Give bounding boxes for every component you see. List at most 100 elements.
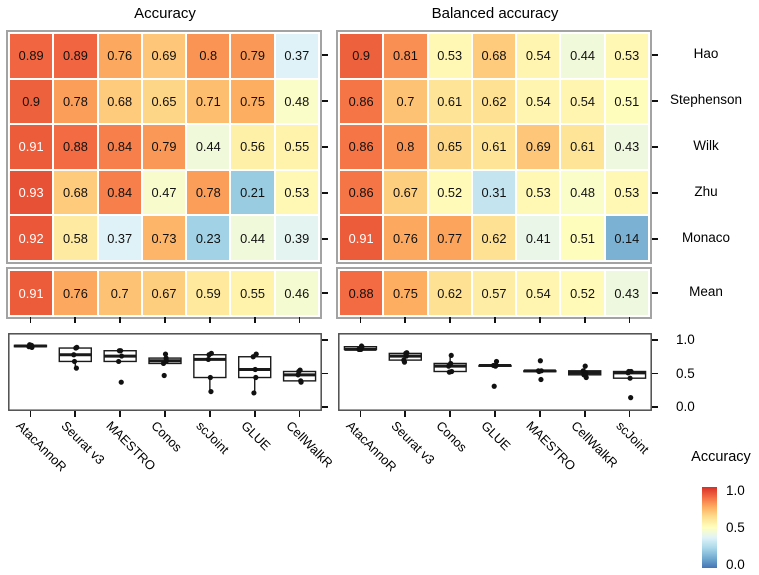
- y-axis-tick-label: 0.0: [676, 399, 695, 414]
- panel-title-accuracy: Accuracy: [134, 5, 196, 22]
- data-point: [116, 348, 122, 354]
- data-point: [358, 343, 365, 349]
- axis-tick: [298, 411, 301, 417]
- heatmap-cell: 0.54: [517, 34, 560, 78]
- heatmap-cell: 0.86: [340, 125, 383, 169]
- axis-tick: [29, 411, 32, 417]
- data-point: [446, 369, 452, 375]
- axis-tick: [539, 317, 541, 323]
- heatmap-cell: 0.86: [340, 79, 383, 124]
- dataset-label: Hao: [693, 46, 719, 61]
- heatmap-cell: 0.53: [517, 170, 560, 215]
- method-label: GLUE: [238, 418, 274, 454]
- heatmap-cell: 0.76: [98, 34, 141, 78]
- heatmap-cell: 0.48: [561, 170, 604, 215]
- axis-tick: [583, 411, 586, 417]
- heatmap-cell: 0.75: [231, 79, 274, 124]
- data-point: [253, 374, 259, 381]
- data-point: [537, 358, 543, 364]
- data-point: [448, 360, 454, 367]
- axis-tick: [74, 317, 77, 323]
- axis-tick: [322, 54, 328, 56]
- axis-tick: [322, 339, 328, 341]
- dataset-label: Monaco: [681, 230, 731, 245]
- heatmap-cell: 0.69: [142, 34, 186, 78]
- axis-tick: [119, 317, 121, 323]
- axis-tick: [583, 317, 586, 323]
- axis-tick: [164, 411, 166, 417]
- heatmap-cell: 0.14: [605, 216, 648, 260]
- heatmap-cell: 0.91: [10, 125, 53, 169]
- axis-tick: [209, 317, 211, 323]
- heatmap-cell: 0.86: [340, 170, 383, 215]
- axis-tick: [74, 411, 77, 417]
- data-point: [491, 383, 497, 389]
- legend-colorbar: [702, 487, 717, 568]
- data-point: [73, 345, 79, 351]
- axis-tick: [628, 411, 631, 417]
- axis-tick: [253, 411, 256, 417]
- heatmap-cell: 0.57: [472, 271, 516, 315]
- boxplot-frame: [338, 333, 652, 411]
- heatmap-right: 0.9 0.81 0.53 0.68 0.54 0.44 0.53 0.86 0.7 0.61 0.…: [336, 30, 652, 264]
- data-point: [250, 354, 256, 360]
- heatmap-cell: 0.55: [275, 125, 318, 169]
- heatmap-cell: 0.56: [231, 125, 274, 169]
- legend-tick-label: 0.5: [726, 519, 745, 535]
- heatmap-cell: 0.39: [275, 216, 318, 260]
- heatmap-cell: 0.53: [428, 34, 471, 78]
- heatmap-cell: 0.8: [384, 125, 427, 169]
- heatmap-cell: 0.43: [605, 271, 648, 315]
- heatmap-cell: 0.58: [54, 216, 97, 260]
- axis-tick: [539, 411, 541, 417]
- heatmap-cell: 0.44: [231, 216, 274, 260]
- boxplot-right: [338, 333, 652, 411]
- data-point: [205, 356, 211, 363]
- method-label: scJoint: [612, 418, 652, 457]
- heatmap-cell: 0.55: [231, 271, 274, 315]
- axis-tick: [494, 317, 496, 323]
- data-point: [583, 370, 589, 376]
- data-point: [28, 342, 35, 348]
- legend-tick-label: 0.0: [726, 556, 745, 572]
- data-point: [403, 353, 409, 359]
- method-label: Conos: [148, 418, 186, 455]
- heatmap-cell: 0.61: [561, 125, 604, 169]
- axis-tick: [652, 54, 658, 56]
- data-point: [73, 365, 79, 371]
- heatmap-cell: 0.46: [275, 271, 318, 315]
- heatmap-cell: 0.9: [340, 34, 383, 78]
- heatmap-cell: 0.62: [472, 216, 516, 260]
- axis-tick: [359, 317, 362, 323]
- axis-tick: [119, 411, 121, 417]
- axis-tick: [298, 317, 301, 323]
- data-point: [71, 358, 78, 365]
- axis-tick: [29, 317, 32, 323]
- axis-tick: [652, 100, 658, 102]
- heatmap-cell: 0.79: [142, 125, 186, 169]
- data-point: [118, 379, 124, 385]
- axis-tick: [652, 292, 658, 294]
- mean-row-label: Mean: [689, 284, 723, 299]
- axis-tick: [322, 100, 328, 102]
- method-label: CellWalkR: [282, 418, 336, 471]
- axis-tick: [322, 146, 328, 148]
- axis-tick: [652, 192, 658, 194]
- dataset-label: Wilk: [693, 138, 719, 153]
- heatmap-cell: 0.59: [187, 271, 230, 315]
- heatmap-cell: 0.68: [98, 79, 141, 124]
- y-axis-tick-label: 1.0: [676, 332, 695, 347]
- data-point: [493, 358, 500, 365]
- method-label: Conos: [433, 418, 471, 455]
- heatmap-cell: 0.7: [384, 79, 427, 124]
- method-label: scJoint: [193, 418, 233, 457]
- data-point: [296, 368, 302, 375]
- heatmap-cell: 0.54: [561, 79, 604, 124]
- data-point: [251, 390, 257, 396]
- data-point: [401, 359, 408, 365]
- heatmap-cell: 0.61: [428, 79, 471, 124]
- heatmap-cell: 0.65: [142, 79, 186, 124]
- axis-tick: [404, 411, 407, 417]
- data-point: [160, 360, 167, 367]
